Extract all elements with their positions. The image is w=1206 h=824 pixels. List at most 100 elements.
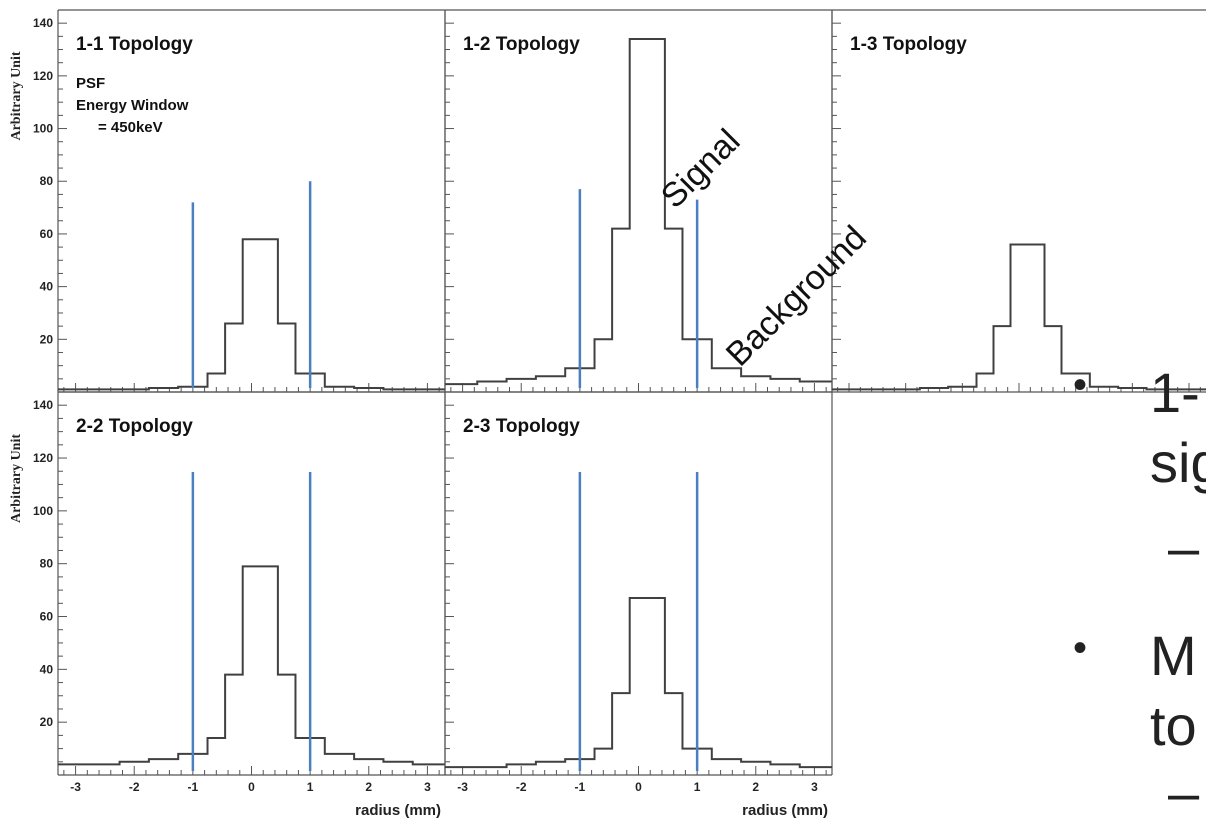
x-tick-label: 0 xyxy=(248,780,255,794)
histogram-bin xyxy=(354,759,383,775)
histogram-outline xyxy=(58,238,445,391)
histogram-bin xyxy=(149,759,178,775)
histogram-outline xyxy=(445,597,832,769)
histogram-bin xyxy=(507,379,536,392)
x-tick-label: 1 xyxy=(694,780,701,794)
histogram-bin xyxy=(595,749,613,775)
histogram-bin xyxy=(770,764,799,775)
x-tick-label: -2 xyxy=(516,780,527,794)
y-tick-label: 100 xyxy=(33,122,53,136)
histogram-bin xyxy=(1118,388,1146,392)
x-axis-label: radius (mm) xyxy=(742,802,828,819)
histogram-bin xyxy=(665,693,683,775)
histogram-bin xyxy=(243,239,261,392)
histogram-bin xyxy=(383,762,412,775)
x-axis-label: radius (mm) xyxy=(355,802,441,819)
panel-1: 20 40 60 80 100 120 140 Arbitrary Unit 1-1 Topol… xyxy=(9,9,446,393)
histogram-bin xyxy=(647,598,665,775)
x-tick-label: -1 xyxy=(575,780,586,794)
histogram-bin xyxy=(832,389,863,392)
x-tick-label: 3 xyxy=(811,780,818,794)
background-label: Background xyxy=(719,218,874,373)
histogram-bin xyxy=(1028,244,1045,392)
x-tick-label: -2 xyxy=(129,780,140,794)
x-tick-label: 2 xyxy=(752,780,759,794)
histogram-bin xyxy=(920,388,948,392)
y-tick-label: 60 xyxy=(40,227,54,241)
panel-3: 1-3 Topology xyxy=(831,9,1206,393)
histogram-bin xyxy=(1011,244,1028,392)
y-tick-label: 40 xyxy=(40,280,54,294)
y-tick-label: 80 xyxy=(40,557,54,571)
histogram-bin xyxy=(58,764,90,775)
histogram-bin xyxy=(225,675,243,775)
panel-title: 1-2 Topology xyxy=(463,34,580,55)
histogram-bin xyxy=(863,389,891,392)
histogram-bin xyxy=(1045,326,1062,392)
slide-text-line3: – xyxy=(1168,516,1200,579)
slide-text-line6: – xyxy=(1168,761,1200,824)
histogram-bin xyxy=(800,767,832,775)
histogram-bin xyxy=(507,764,536,775)
histogram-bin xyxy=(325,754,354,775)
histogram-bin xyxy=(892,389,920,392)
panel-title: 1-1 Topology xyxy=(76,34,193,55)
slide-text-line5: to xyxy=(1150,694,1197,757)
histogram-outline xyxy=(832,243,1206,391)
histogram-bin xyxy=(712,368,741,392)
histogram-bin xyxy=(477,381,506,392)
histogram-bin xyxy=(536,762,565,775)
histogram-bin xyxy=(741,762,770,775)
x-tick-label: -1 xyxy=(188,780,199,794)
y-tick-label: 40 xyxy=(40,662,54,676)
histogram-bin xyxy=(120,762,149,775)
x-tick-label: 0 xyxy=(635,780,642,794)
x-tick-label: 2 xyxy=(365,780,372,794)
y-tick-label: 120 xyxy=(33,451,53,465)
histogram-bin xyxy=(1090,387,1118,392)
histogram-bin xyxy=(413,764,445,775)
y-tick-label: 20 xyxy=(40,332,54,346)
histogram-bin xyxy=(325,387,354,392)
histogram-bin xyxy=(208,738,226,775)
histogram-bin xyxy=(948,387,976,392)
y-axis-label: Arbitrary Unit xyxy=(9,434,24,523)
x-tick-label: -3 xyxy=(457,780,468,794)
histogram-bin xyxy=(536,376,565,392)
x-tick-label: 3 xyxy=(424,780,431,794)
histogram-bin xyxy=(977,374,994,392)
slide-text-line4: M xyxy=(1150,624,1197,687)
panel-annotation-line: Energy Window xyxy=(76,97,189,114)
y-tick-label: 80 xyxy=(40,174,54,188)
histogram-bin xyxy=(800,381,832,392)
histogram-bin xyxy=(278,675,296,775)
histogram-bin xyxy=(630,598,648,775)
histogram-bin xyxy=(647,39,665,392)
bullet-dot-2: • xyxy=(1073,626,1088,670)
panel-title: 2-3 Topology xyxy=(463,416,580,437)
histogram-bin xyxy=(260,239,278,392)
y-axis-label: Arbitrary Unit xyxy=(9,51,24,140)
panel-title: 1-3 Topology xyxy=(850,34,967,55)
histogram-bin xyxy=(595,339,613,392)
histogram-bin xyxy=(712,759,741,775)
histogram-bin xyxy=(208,374,226,392)
slide-text-line1: 1- xyxy=(1150,361,1200,424)
y-tick-label: 60 xyxy=(40,610,54,624)
histogram-bin xyxy=(225,324,243,392)
histogram-outline xyxy=(445,37,832,386)
x-tick-label: -3 xyxy=(70,780,81,794)
y-tick-label: 140 xyxy=(33,398,53,412)
histogram-bin xyxy=(612,229,630,392)
histogram-bin xyxy=(445,384,477,392)
histogram-bin xyxy=(612,693,630,775)
histogram-bin xyxy=(90,764,119,775)
y-tick-label: 100 xyxy=(33,504,53,518)
y-tick-label: 120 xyxy=(33,69,53,83)
signal-label: Signal xyxy=(654,122,748,216)
panel-5: -3 -2 -1 0 1 2 3 radius (mm) 2-3 Topology xyxy=(444,391,833,819)
histogram-bin xyxy=(445,767,477,775)
y-tick-label: 140 xyxy=(33,16,53,30)
y-tick-label: 20 xyxy=(40,715,54,729)
histogram-bin xyxy=(994,326,1011,392)
